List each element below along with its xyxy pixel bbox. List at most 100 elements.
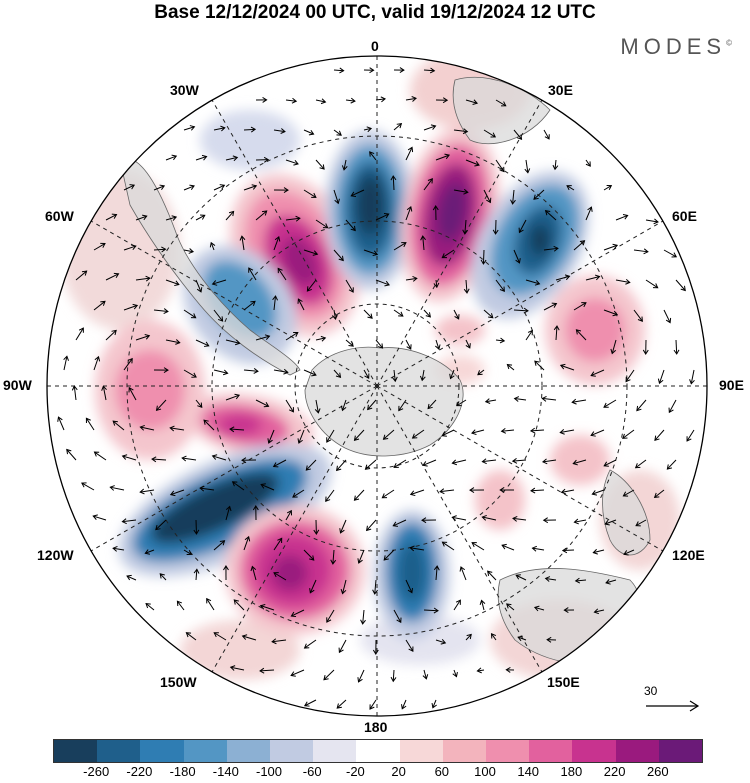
wind-arrow-head — [129, 184, 136, 190]
wind-arrow-head — [459, 566, 466, 572]
wind-arrow-head — [680, 285, 686, 292]
label-120e: 120E — [672, 547, 705, 563]
wind-arrow — [93, 515, 107, 521]
wind-arrow — [410, 547, 425, 551]
wind-arrow — [383, 549, 395, 561]
wind-arrow — [325, 489, 335, 502]
wind-arrow — [183, 249, 194, 253]
wind-arrow-head — [131, 244, 137, 251]
wind-arrow-head — [234, 393, 241, 400]
graticule — [47, 56, 707, 716]
wind-arrow — [225, 339, 240, 344]
wind-arrow-head — [472, 99, 479, 106]
wind-arrow-head — [590, 371, 596, 377]
wind-arrow — [453, 669, 457, 677]
wind-arrow-head — [322, 223, 329, 229]
wind-arrow-head — [259, 667, 265, 674]
wind-arrow-head — [203, 419, 209, 425]
wind-arrow-head — [320, 335, 327, 342]
wind-arrow-head — [529, 427, 536, 434]
wind-arrow — [315, 219, 328, 229]
wind-arrow — [285, 510, 292, 521]
wind-arrow-head — [291, 97, 298, 104]
wind-arrow — [170, 489, 185, 496]
wind-arrow-head — [94, 355, 101, 362]
wind-arrow — [435, 279, 438, 288]
wind-arrow-head — [451, 459, 457, 466]
wind-arrow — [333, 369, 341, 378]
wind-arrow — [375, 213, 389, 221]
wind-arrow-head — [367, 404, 373, 411]
wind-arrow-head — [248, 267, 254, 273]
wind-arrow-head — [92, 514, 98, 520]
wind-arrow — [93, 300, 106, 311]
wind-arrow-head — [229, 426, 235, 433]
wind-arrow-head — [277, 267, 283, 274]
wind-arrow — [573, 240, 585, 251]
wind-arrow — [248, 267, 257, 281]
wind-arrow — [374, 579, 377, 594]
wind-arrow-head — [603, 402, 609, 408]
wind-arrow — [575, 579, 587, 582]
wind-arrow-head — [250, 300, 256, 306]
wind-arrow-head — [427, 178, 433, 184]
wind-arrow — [515, 574, 527, 581]
wind-arrow — [465, 339, 471, 349]
wind-arrow — [452, 459, 467, 464]
wind-arrow — [405, 97, 417, 101]
modes-logo: MODES© — [620, 34, 732, 59]
wind-arrow — [532, 547, 545, 551]
wind-arrow — [243, 369, 258, 372]
wind-arrow-head — [422, 674, 429, 680]
wind-arrow-head — [251, 184, 258, 190]
colorbar-cell — [54, 740, 98, 762]
wind-arrow-head — [471, 429, 477, 436]
wind-arrow-head — [100, 300, 106, 306]
wind-arrow — [562, 549, 575, 552]
wind-arrow — [574, 519, 587, 523]
wind-arrow-head — [411, 96, 417, 102]
wind-arrow-head — [320, 98, 327, 105]
wind-arrow-head — [462, 229, 469, 235]
wind-arrow-head — [481, 514, 487, 521]
wind-arrow — [243, 185, 257, 191]
wind-arrow — [123, 184, 135, 191]
wind-arrow — [534, 606, 545, 611]
wind-arrow — [495, 99, 507, 107]
wind-arrow — [345, 279, 354, 293]
wind-arrow-head — [518, 227, 524, 234]
wind-arrow-head — [159, 184, 166, 190]
wind-arrow — [530, 489, 545, 492]
wind-arrow — [153, 309, 168, 312]
map-border — [46, 55, 708, 717]
wind-arrow-head — [551, 302, 558, 308]
wind-arrow — [358, 549, 365, 564]
wind-arrow — [604, 519, 617, 525]
wind-arrow-head — [241, 634, 248, 640]
wind-arrow — [273, 129, 286, 133]
wind-arrow — [590, 429, 605, 436]
wind-arrow — [495, 279, 505, 292]
colorbar-tick-label: -260 — [83, 764, 110, 779]
wind-arrow — [423, 609, 439, 612]
wind-arrow — [340, 519, 347, 534]
wind-arrow — [555, 275, 570, 281]
label-30e: 30E — [548, 82, 573, 98]
wind-arrow — [85, 417, 95, 431]
wind-arrow-head — [573, 518, 579, 525]
wind-arrow — [243, 128, 256, 131]
wind-arrow — [259, 669, 275, 672]
wind-arrow-head — [366, 126, 373, 133]
wind-arrow — [177, 600, 185, 611]
wind-arrow — [272, 639, 287, 643]
wind-arrow-head — [434, 344, 441, 350]
wind-arrow — [305, 459, 317, 471]
wind-arrow — [585, 276, 600, 281]
wind-arrow — [506, 603, 515, 611]
wind-arrow-head — [533, 605, 540, 612]
wind-arrow-head — [350, 225, 356, 232]
wind-arrow — [75, 327, 84, 341]
wind-arrow — [382, 489, 395, 499]
wind-arrow — [663, 309, 671, 323]
wind-arrow — [206, 598, 215, 611]
